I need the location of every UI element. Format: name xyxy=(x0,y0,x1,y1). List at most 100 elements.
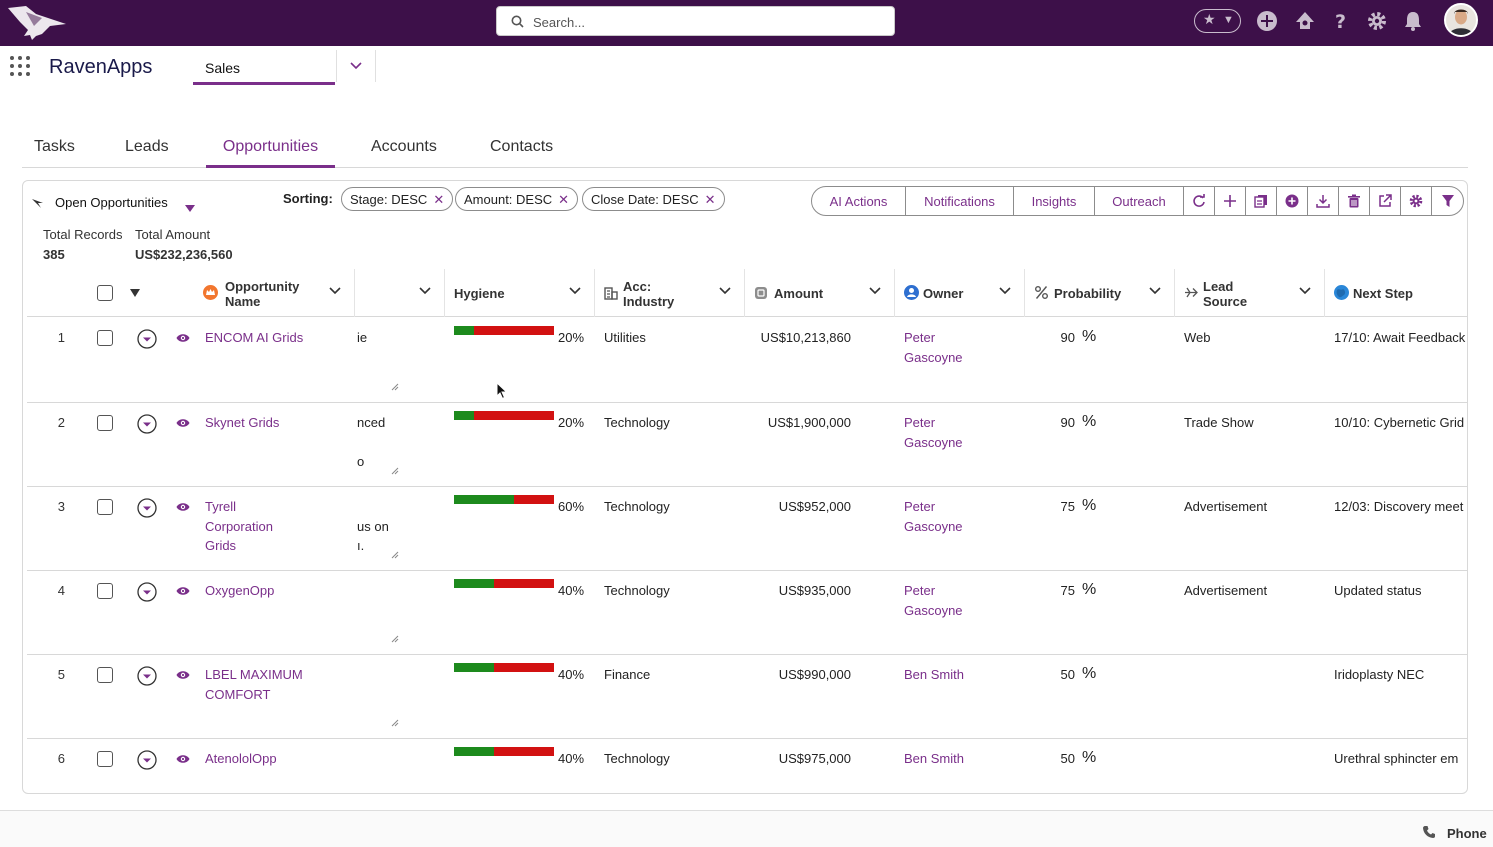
row-select-checkbox[interactable] xyxy=(97,667,113,683)
opportunity-name-link[interactable]: Skynet Grids xyxy=(205,415,280,430)
description-textarea[interactable] xyxy=(357,739,403,789)
raven-logo-icon[interactable] xyxy=(6,2,68,42)
insights-button[interactable]: Insights xyxy=(1014,187,1095,215)
open-external-button[interactable] xyxy=(1370,187,1401,215)
app-tab-sales[interactable]: Sales xyxy=(193,50,335,85)
opportunity-name-link[interactable]: AtenololOpp xyxy=(205,751,277,766)
column-header-amount[interactable]: Amount xyxy=(745,269,895,317)
app-launcher-icon[interactable] xyxy=(10,56,32,78)
clone-button[interactable] xyxy=(1246,187,1277,215)
list-settings-button[interactable] xyxy=(1401,187,1432,215)
chevron-down-icon[interactable] xyxy=(569,287,581,295)
column-header-description[interactable] xyxy=(355,269,445,317)
preview-eye-icon[interactable] xyxy=(176,418,190,428)
preview-eye-icon[interactable] xyxy=(176,333,190,343)
opportunity-name-link[interactable]: Grids xyxy=(205,538,237,553)
favorites-button[interactable]: ★ ▼ xyxy=(1194,9,1241,33)
refresh-button[interactable] xyxy=(1184,187,1215,215)
help-icon[interactable]: ? xyxy=(1330,10,1352,32)
row-actions-caret-icon[interactable] xyxy=(130,289,140,297)
new-record-button[interactable] xyxy=(1277,187,1308,215)
filter-button[interactable] xyxy=(1432,187,1463,215)
owner-link[interactable]: Peter xyxy=(904,415,936,430)
column-header-probability[interactable]: Probability xyxy=(1025,269,1175,317)
owner-link[interactable]: Gascoyne xyxy=(904,602,963,618)
chevron-down-icon[interactable] xyxy=(719,287,731,295)
owner-link[interactable]: Ben Smith xyxy=(904,667,964,682)
row-select-checkbox[interactable] xyxy=(97,751,113,767)
tab-contacts[interactable]: Contacts xyxy=(490,138,554,155)
chevron-down-icon[interactable] xyxy=(419,287,431,295)
column-header-opportunity-name[interactable]: Opportunity Name xyxy=(197,269,355,317)
global-search-box[interactable] xyxy=(496,6,895,36)
table-row[interactable]: 6 AtenololOpp 40% Technology US$975,000 Ben S… xyxy=(27,739,1467,789)
column-header-account-industry[interactable]: Acc: Industry xyxy=(595,269,745,317)
caret-down-icon[interactable] xyxy=(185,205,195,212)
user-avatar[interactable] xyxy=(1444,3,1478,37)
row-menu-chevron-icon[interactable] xyxy=(137,329,157,349)
opportunity-name-link[interactable]: OxygenOpp xyxy=(205,583,275,598)
owner-link[interactable]: Ben Smith xyxy=(904,751,964,766)
owner-link[interactable]: Gascoyne xyxy=(904,349,963,365)
preview-eye-icon[interactable] xyxy=(176,670,190,680)
preview-eye-icon[interactable] xyxy=(176,754,190,764)
tab-tasks[interactable]: Tasks xyxy=(34,138,75,155)
column-header-hygiene[interactable]: Hygiene xyxy=(445,269,595,317)
table-row[interactable]: 1 ENCOM AI Grids ie 20% Utilities US$10,213,8… xyxy=(27,318,1467,403)
chevron-down-icon[interactable] xyxy=(869,287,881,295)
description-textarea[interactable]: ie xyxy=(357,318,403,403)
row-menu-chevron-icon[interactable] xyxy=(137,666,157,686)
row-select-checkbox[interactable] xyxy=(97,583,113,599)
opportunity-name-link[interactable]: Corporation xyxy=(205,518,273,534)
owner-link[interactable]: Peter xyxy=(904,499,936,514)
remove-sort-icon[interactable]: ✕ xyxy=(433,192,445,207)
tab-opportunities[interactable]: Opportunities xyxy=(206,138,335,168)
row-menu-chevron-icon[interactable] xyxy=(137,750,157,770)
tab-accounts[interactable]: Accounts xyxy=(371,138,437,155)
table-row[interactable]: 2 Skynet Grids nced o 20% Technology US$1,900,… xyxy=(27,403,1467,487)
notifications-bell-icon[interactable] xyxy=(1402,10,1424,32)
table-row[interactable]: 3 Tyrell Corporation Grids us on ı. 60% Technol… xyxy=(27,487,1467,571)
favorites-dropdown-icon[interactable]: ▼ xyxy=(1223,14,1234,26)
row-menu-chevron-icon[interactable] xyxy=(137,414,157,434)
chevron-down-icon[interactable] xyxy=(329,287,341,295)
description-textarea[interactable]: nced o xyxy=(357,403,403,487)
add-record-button[interactable] xyxy=(1215,187,1246,215)
row-select-checkbox[interactable] xyxy=(97,499,113,515)
setup-gear-icon[interactable] xyxy=(1366,10,1388,32)
add-icon[interactable] xyxy=(1256,10,1278,32)
remove-sort-icon[interactable]: ✕ xyxy=(558,192,570,207)
outreach-button[interactable]: Outreach xyxy=(1095,187,1184,215)
column-header-owner[interactable]: Owner xyxy=(895,269,1025,317)
ai-actions-button[interactable]: AI Actions xyxy=(812,187,906,215)
opportunity-name-link[interactable]: COMFORT xyxy=(205,686,271,702)
global-search-input[interactable] xyxy=(533,12,883,32)
chevron-down-icon[interactable] xyxy=(1149,287,1161,295)
owner-link[interactable]: Gascoyne xyxy=(904,434,963,450)
row-select-checkbox[interactable] xyxy=(97,330,113,346)
notifications-button[interactable]: Notifications xyxy=(906,187,1014,215)
column-header-next-step[interactable]: Next Step xyxy=(1325,269,1467,317)
tab-leads[interactable]: Leads xyxy=(125,138,169,155)
chevron-down-icon[interactable] xyxy=(999,287,1011,295)
opportunity-name-link[interactable]: LBEL MAXIMUM xyxy=(205,667,303,682)
delete-button[interactable] xyxy=(1339,187,1370,215)
phone-utility-item[interactable]: Phone xyxy=(1447,826,1487,841)
owner-link[interactable]: Gascoyne xyxy=(904,518,963,534)
sort-chip-stage[interactable]: Stage: DESC ✕ xyxy=(341,187,454,211)
table-row[interactable]: 4 OxygenOpp 40% Technology US$935,000 Peter Ga… xyxy=(27,571,1467,655)
select-all-checkbox[interactable] xyxy=(97,285,113,301)
chevron-down-icon[interactable] xyxy=(1299,287,1311,295)
row-select-checkbox[interactable] xyxy=(97,415,113,431)
preview-eye-icon[interactable] xyxy=(176,502,190,512)
opportunity-name-link[interactable]: Tyrell xyxy=(205,499,237,514)
row-menu-chevron-icon[interactable] xyxy=(137,498,157,518)
row-menu-chevron-icon[interactable] xyxy=(137,582,157,602)
description-textarea[interactable]: us on ı. xyxy=(357,487,403,571)
opportunity-name-link[interactable]: ENCOM AI Grids xyxy=(205,330,304,345)
owner-link[interactable]: Peter xyxy=(904,330,936,345)
column-header-lead-source[interactable]: Lead Source xyxy=(1175,269,1325,317)
download-button[interactable] xyxy=(1308,187,1339,215)
sort-chip-amount[interactable]: Amount: DESC ✕ xyxy=(455,187,579,211)
trailhead-icon[interactable] xyxy=(1294,10,1316,32)
